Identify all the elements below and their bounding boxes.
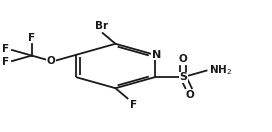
Text: F: F: [2, 57, 9, 67]
Text: F: F: [130, 100, 137, 110]
Text: F: F: [28, 33, 35, 43]
Text: NH$_2$: NH$_2$: [209, 63, 232, 77]
Text: F: F: [2, 44, 9, 54]
Text: N: N: [152, 50, 161, 60]
Text: S: S: [179, 72, 187, 82]
Text: O: O: [47, 56, 56, 66]
Text: Br: Br: [95, 22, 108, 32]
Text: O: O: [179, 54, 188, 64]
Text: O: O: [186, 90, 194, 100]
